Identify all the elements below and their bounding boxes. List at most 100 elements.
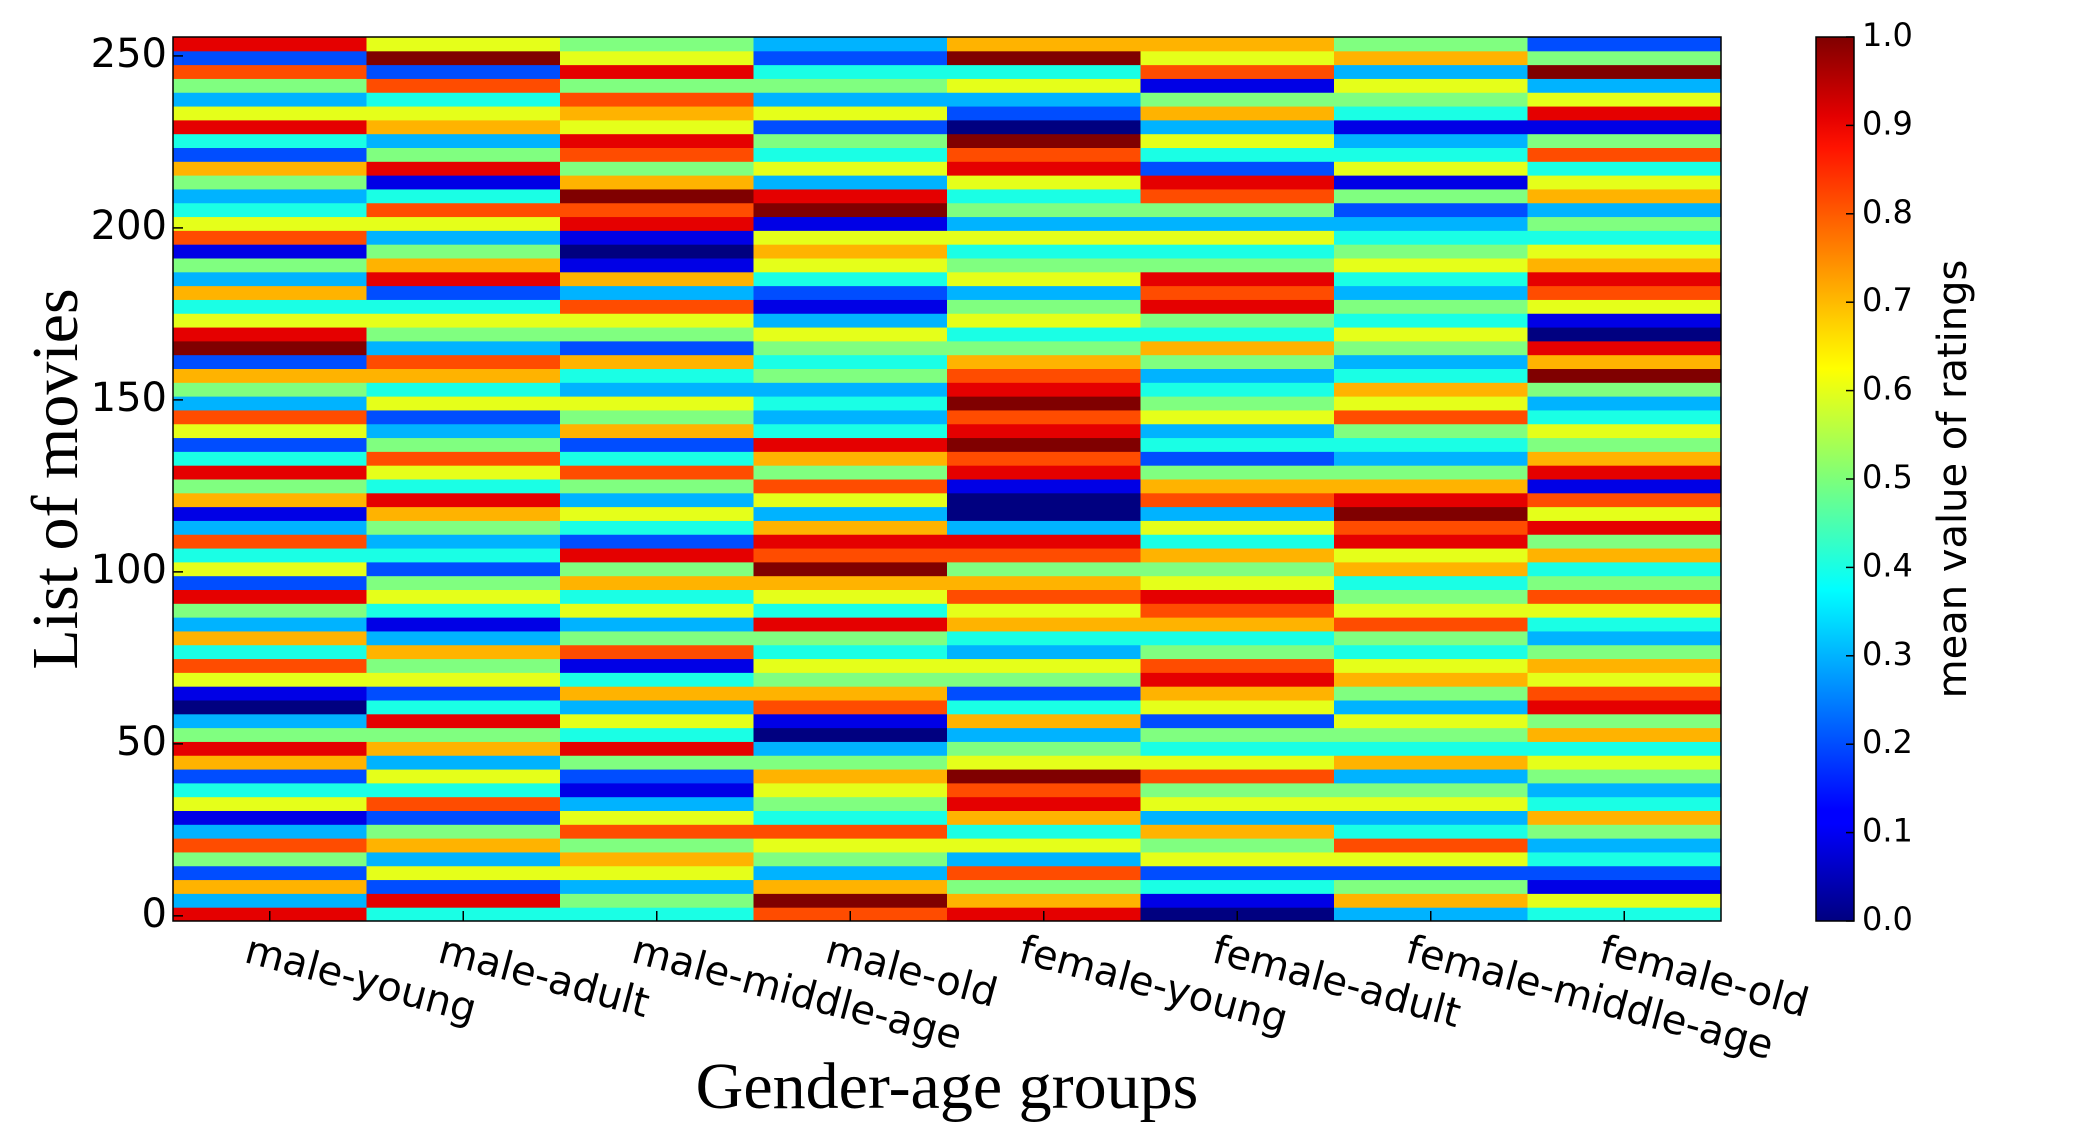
- heatmap-cell: [366, 575, 561, 590]
- heatmap-cell: [1334, 368, 1528, 383]
- heatmap-cell: [1334, 382, 1528, 397]
- heatmap-cell: [947, 340, 1141, 356]
- heatmap-cell: [1527, 520, 1722, 535]
- heatmap-cell: [947, 520, 1141, 535]
- heatmap-cell: [560, 686, 754, 701]
- heatmap-cell: [1527, 451, 1722, 466]
- y-tick-label: 50: [116, 719, 167, 765]
- heatmap-cell: [560, 492, 754, 508]
- heatmap-cell: [753, 78, 948, 93]
- heatmap-cell: [560, 782, 754, 798]
- heatmap-cell: [1140, 713, 1335, 729]
- heatmap-cell: [1527, 64, 1722, 79]
- heatmap-cell: [1140, 299, 1335, 314]
- heatmap-cell: [173, 851, 367, 867]
- heatmap-cell: [366, 175, 561, 190]
- heatmap-cell: [947, 672, 1141, 687]
- heatmap-cell: [1527, 672, 1722, 687]
- heatmap-cell: [947, 258, 1141, 273]
- heatmap-cell: [1140, 37, 1335, 52]
- heatmap-cell: [1527, 188, 1722, 204]
- heatmap-cell: [173, 589, 367, 604]
- heatmap-cell: [173, 147, 367, 162]
- heatmap-cell: [366, 479, 561, 494]
- heatmap-cell: [1334, 713, 1528, 729]
- heatmap-cell: [1334, 879, 1528, 894]
- heatmap-cell: [947, 202, 1141, 218]
- heatmap-cell: [366, 644, 561, 660]
- heatmap-cell: [1527, 50, 1722, 66]
- heatmap-cell: [1527, 382, 1722, 397]
- heatmap-cell: [947, 188, 1141, 204]
- heatmap-cell: [1334, 700, 1528, 715]
- heatmap-cell: [1527, 396, 1722, 411]
- heatmap-cell: [560, 534, 754, 549]
- heatmap-cell: [753, 506, 948, 521]
- heatmap-cell: [753, 313, 948, 328]
- heatmap-cell: [173, 782, 367, 798]
- heatmap-cell: [947, 865, 1141, 881]
- heatmap-cell: [560, 64, 754, 79]
- colorbar-tick-label: 0.6: [1862, 370, 1913, 408]
- heatmap-cell: [173, 727, 367, 742]
- heatmap-cell: [1140, 396, 1335, 411]
- heatmap-cell: [366, 534, 561, 549]
- heatmap-cell: [753, 534, 948, 549]
- heatmap-cell: [1527, 327, 1722, 342]
- heatmap-cell: [560, 175, 754, 190]
- heatmap-cell: [1527, 589, 1722, 604]
- heatmap-cell: [560, 796, 754, 811]
- heatmap-cell: [173, 258, 367, 273]
- heatmap-cell: [947, 782, 1141, 798]
- colorbar-tick-label: 0.9: [1862, 104, 1913, 142]
- heatmap-cell: [947, 230, 1141, 245]
- heatmap-cell: [947, 64, 1141, 79]
- heatmap-cell: [1140, 603, 1335, 618]
- heatmap-cell: [173, 603, 367, 618]
- heatmap-cell: [753, 851, 948, 867]
- heatmap-cell: [1527, 644, 1722, 660]
- heatmap-cell: [560, 713, 754, 729]
- heatmap-cell: [1527, 851, 1722, 867]
- heatmap-cell: [560, 230, 754, 245]
- heatmap-cell: [560, 879, 754, 894]
- heatmap-cell: [1140, 368, 1335, 383]
- heatmap-cell: [173, 188, 367, 204]
- heatmap-cell: [947, 575, 1141, 590]
- heatmap-cell: [753, 492, 948, 508]
- heatmap-cell: [1527, 299, 1722, 314]
- heatmap-cell: [1334, 409, 1528, 425]
- heatmap-cell: [947, 244, 1141, 259]
- heatmap-cell: [560, 451, 754, 466]
- heatmap-cell: [1527, 810, 1722, 825]
- heatmap-cell: [947, 354, 1141, 369]
- heatmap-cell: [366, 188, 561, 204]
- heatmap-cell: [560, 617, 754, 632]
- heatmap-cell: [560, 630, 754, 646]
- heatmap-cell: [947, 548, 1141, 563]
- heatmap-cell: [753, 782, 948, 798]
- heatmap-cell: [753, 92, 948, 107]
- heatmap-cell: [560, 50, 754, 66]
- heatmap-cell: [1527, 755, 1722, 770]
- heatmap-cell: [947, 727, 1141, 742]
- heatmap-cell: [753, 520, 948, 535]
- heatmap-cell: [366, 561, 561, 577]
- heatmap-cell: [560, 188, 754, 204]
- x-axis-label: Gender-age groups: [696, 1050, 1199, 1123]
- heatmap-cell: [1527, 713, 1722, 729]
- heatmap-cell: [947, 313, 1141, 328]
- heatmap-cell: [366, 354, 561, 369]
- heatmap-cell: [1334, 506, 1528, 521]
- heatmap-cell: [1140, 630, 1335, 646]
- colorbar-tick-label: 0.3: [1862, 635, 1913, 673]
- heatmap-cell: [753, 230, 948, 245]
- heatmap-cell: [366, 244, 561, 259]
- colorbar-tick-label: 0.7: [1862, 281, 1913, 319]
- heatmap-cell: [1334, 50, 1528, 66]
- heatmap-cell: [1140, 879, 1335, 894]
- heatmap-cell: [560, 202, 754, 218]
- heatmap-cell: [560, 824, 754, 839]
- heatmap-cell: [947, 423, 1141, 439]
- heatmap-cell: [753, 147, 948, 162]
